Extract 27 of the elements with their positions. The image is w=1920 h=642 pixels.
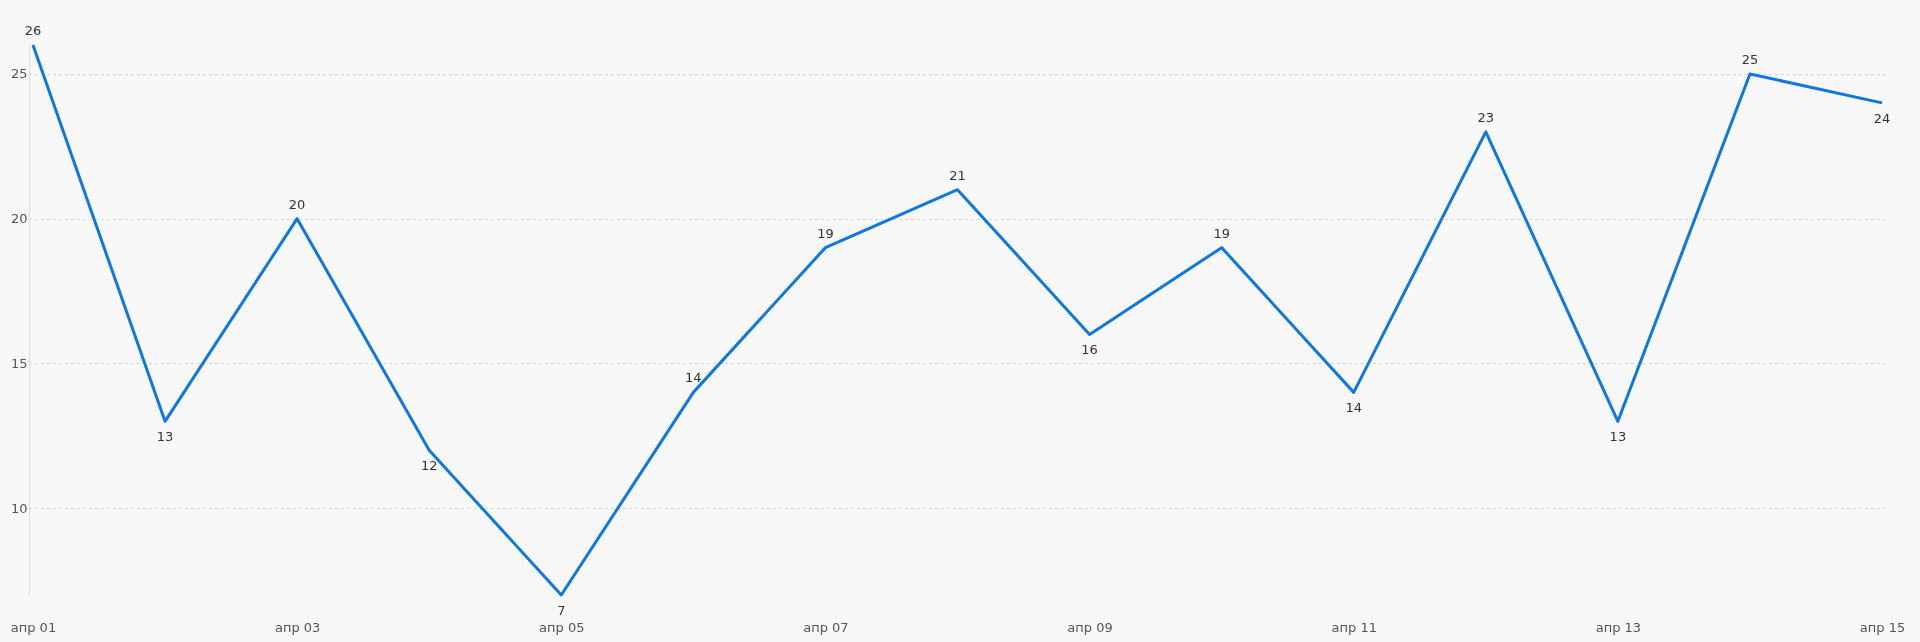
data-label: 12 <box>420 458 438 474</box>
y-tick-label: 15 <box>10 355 28 371</box>
x-tick-label: апр 01 <box>10 619 57 635</box>
x-tick-label: апр 07 <box>803 619 849 635</box>
data-label: 19 <box>817 225 834 241</box>
x-tick-label: апр 09 <box>1067 619 1113 635</box>
y-tick-label: 10 <box>10 500 28 516</box>
data-label: 21 <box>949 167 966 183</box>
data-label: 20 <box>288 196 306 212</box>
x-tick-label: апр 11 <box>1331 619 1377 635</box>
y-tick-label: 25 <box>10 66 28 82</box>
data-label: 19 <box>1213 225 1230 241</box>
data-label: 16 <box>1081 342 1098 358</box>
data-label: 26 <box>24 23 42 38</box>
data-label: 14 <box>1345 400 1362 416</box>
x-tick-label: апр 03 <box>274 619 321 635</box>
y-tick-label: 20 <box>10 211 28 227</box>
data-label: 23 <box>1477 109 1495 125</box>
x-tick-label: апр 05 <box>539 619 585 635</box>
data-label: 7 <box>557 603 566 618</box>
data-label: 25 <box>1741 51 1759 67</box>
data-label: 14 <box>685 370 702 386</box>
x-tick-label: апр 15 <box>1859 619 1906 635</box>
x-tick-label: апр 13 <box>1595 619 1642 635</box>
data-label: 13 <box>156 429 174 445</box>
data-label: 13 <box>1609 429 1627 445</box>
data-label: 24 <box>1873 110 1891 126</box>
